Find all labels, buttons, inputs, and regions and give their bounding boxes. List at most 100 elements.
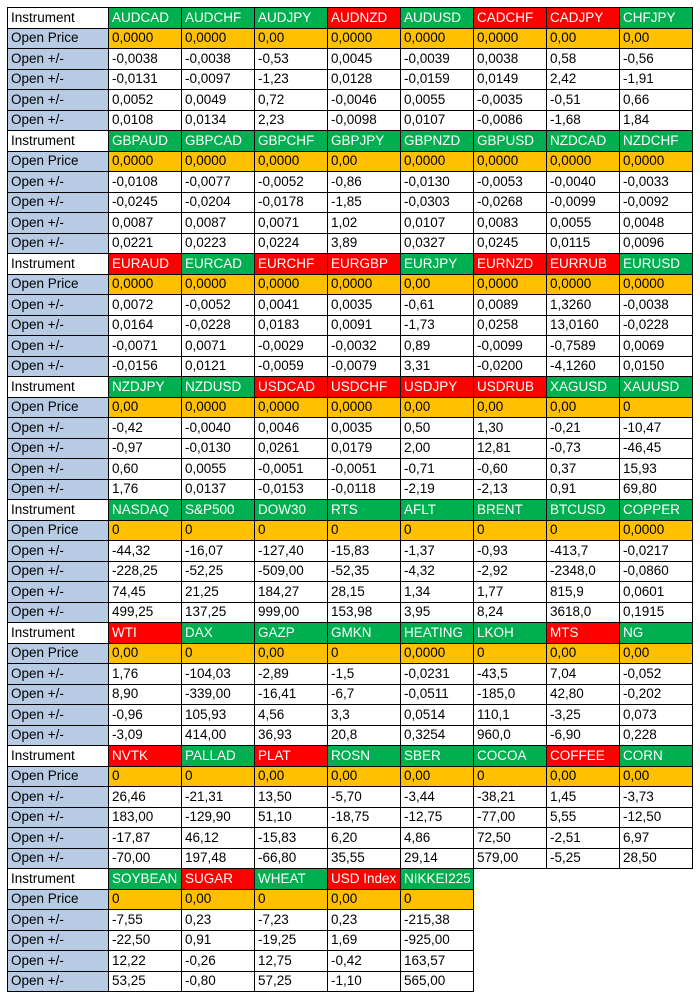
value-cell[interactable]: 565,00 xyxy=(400,970,474,992)
value-cell[interactable]: 0,60 xyxy=(108,458,182,480)
row-label-instrument[interactable]: Instrument xyxy=(7,130,109,152)
value-cell[interactable]: 0,0089 xyxy=(473,294,547,316)
open-price-cell[interactable]: 0,0000 xyxy=(400,27,474,49)
value-cell[interactable]: -0,0046 xyxy=(327,89,401,111)
instrument-cell[interactable]: EURRUB xyxy=(546,253,620,275)
row-label-open-delta[interactable]: Open +/- xyxy=(7,601,109,623)
value-cell[interactable]: 57,25 xyxy=(254,970,328,992)
open-price-cell[interactable]: 0 xyxy=(546,519,620,541)
open-price-cell[interactable]: 0,0000 xyxy=(181,150,255,172)
instrument-cell[interactable]: EURGBP xyxy=(327,253,401,275)
value-cell[interactable]: -0,0029 xyxy=(254,335,328,357)
open-price-cell[interactable]: 0,0000 xyxy=(473,273,547,295)
instrument-cell[interactable]: RTS xyxy=(327,499,401,521)
value-cell[interactable]: 26,46 xyxy=(108,786,182,808)
open-price-cell[interactable]: 0 xyxy=(181,765,255,787)
value-cell[interactable]: 6,97 xyxy=(619,827,693,849)
row-label-open-delta[interactable]: Open +/- xyxy=(7,806,109,828)
value-cell[interactable]: 1,30 xyxy=(473,417,547,439)
instrument-cell[interactable]: SOYBEAN xyxy=(108,868,182,890)
value-cell[interactable]: -0,0051 xyxy=(327,458,401,480)
instrument-cell[interactable]: HEATING xyxy=(400,622,474,644)
value-cell[interactable]: -17,87 xyxy=(108,827,182,849)
value-cell[interactable]: -0,0159 xyxy=(400,68,474,90)
value-cell[interactable]: 3,31 xyxy=(400,355,474,377)
row-label-instrument[interactable]: Instrument xyxy=(7,376,109,398)
value-cell[interactable]: -0,0052 xyxy=(181,294,255,316)
row-label-open-price[interactable]: Open Price xyxy=(7,765,109,787)
value-cell[interactable]: 21,25 xyxy=(181,581,255,603)
open-price-cell[interactable]: 0,00 xyxy=(619,642,693,664)
value-cell[interactable]: -46,45 xyxy=(619,437,693,459)
value-cell[interactable]: 28,50 xyxy=(619,847,693,869)
value-cell[interactable]: -0,0118 xyxy=(327,478,401,500)
value-cell[interactable]: -1,91 xyxy=(619,68,693,90)
open-price-cell[interactable]: 0,0000 xyxy=(181,396,255,418)
value-cell[interactable]: -0,0079 xyxy=(327,355,401,377)
value-cell[interactable]: -0,0099 xyxy=(546,191,620,213)
row-label-open-delta[interactable]: Open +/- xyxy=(7,581,109,603)
instrument-cell[interactable]: LKOH xyxy=(473,622,547,644)
row-label-open-price[interactable]: Open Price xyxy=(7,888,109,910)
value-cell[interactable]: 15,93 xyxy=(619,458,693,480)
instrument-cell[interactable]: WTI xyxy=(108,622,182,644)
value-cell[interactable]: -43,5 xyxy=(473,663,547,685)
open-price-cell[interactable]: 0,0000 xyxy=(400,642,474,664)
value-cell[interactable]: -0,0156 xyxy=(108,355,182,377)
row-label-instrument[interactable]: Instrument xyxy=(7,253,109,275)
value-cell[interactable]: 13,50 xyxy=(254,786,328,808)
instrument-cell[interactable]: SBER xyxy=(400,745,474,767)
value-cell[interactable]: -19,25 xyxy=(254,929,328,951)
value-cell[interactable]: -1,23 xyxy=(254,68,328,90)
instrument-cell[interactable]: EURJPY xyxy=(400,253,474,275)
value-cell[interactable]: 0,0083 xyxy=(473,212,547,234)
value-cell[interactable]: 0,72 xyxy=(254,89,328,111)
instrument-cell[interactable]: GBPJPY xyxy=(327,130,401,152)
value-cell[interactable]: 815,9 xyxy=(546,581,620,603)
instrument-cell[interactable]: GBPNZD xyxy=(400,130,474,152)
open-price-cell[interactable]: 0 xyxy=(108,519,182,541)
value-cell[interactable]: 0,50 xyxy=(400,417,474,439)
value-cell[interactable]: -215,38 xyxy=(400,909,474,931)
value-cell[interactable]: 0,91 xyxy=(181,929,255,951)
row-label-open-delta[interactable]: Open +/- xyxy=(7,724,109,746)
open-price-cell[interactable]: 0,0000 xyxy=(327,396,401,418)
row-label-open-delta[interactable]: Open +/- xyxy=(7,68,109,90)
value-cell[interactable]: -3,09 xyxy=(108,724,182,746)
value-cell[interactable]: -2,51 xyxy=(546,827,620,849)
open-price-cell[interactable]: 0 xyxy=(473,519,547,541)
value-cell[interactable]: 1,76 xyxy=(108,478,182,500)
value-cell[interactable]: 0,0261 xyxy=(254,437,328,459)
value-cell[interactable]: 51,10 xyxy=(254,806,328,828)
value-cell[interactable]: -0,0228 xyxy=(619,314,693,336)
value-cell[interactable]: 69,80 xyxy=(619,478,693,500)
value-cell[interactable]: -0,052 xyxy=(619,663,693,685)
open-price-cell[interactable]: 0 xyxy=(327,642,401,664)
value-cell[interactable]: 0,0055 xyxy=(400,89,474,111)
value-cell[interactable]: -1,85 xyxy=(327,191,401,213)
instrument-cell[interactable]: USDCAD xyxy=(254,376,328,398)
instrument-cell[interactable]: EURCAD xyxy=(181,253,255,275)
value-cell[interactable]: -0,71 xyxy=(400,458,474,480)
value-cell[interactable]: 0,0149 xyxy=(473,68,547,90)
value-cell[interactable]: 163,57 xyxy=(400,950,474,972)
value-cell[interactable]: -0,0097 xyxy=(181,68,255,90)
value-cell[interactable]: 2,23 xyxy=(254,109,328,131)
value-cell[interactable]: -0,0511 xyxy=(400,683,474,705)
instrument-cell[interactable]: USDRUB xyxy=(473,376,547,398)
value-cell[interactable]: -0,51 xyxy=(546,89,620,111)
instrument-cell[interactable]: NASDAQ xyxy=(108,499,182,521)
value-cell[interactable]: 137,25 xyxy=(181,601,255,623)
open-price-cell[interactable]: 0,00 xyxy=(181,888,255,910)
open-price-cell[interactable]: 0,0000 xyxy=(546,150,620,172)
row-label-open-delta[interactable]: Open +/- xyxy=(7,314,109,336)
row-label-open-delta[interactable]: Open +/- xyxy=(7,109,109,131)
instrument-cell[interactable]: WHEAT xyxy=(254,868,328,890)
row-label-open-delta[interactable]: Open +/- xyxy=(7,929,109,951)
open-price-cell[interactable]: 0 xyxy=(619,396,693,418)
value-cell[interactable]: -0,0153 xyxy=(254,478,328,500)
value-cell[interactable]: 0,0128 xyxy=(327,68,401,90)
value-cell[interactable]: 0,58 xyxy=(546,48,620,70)
open-price-cell[interactable]: 0,00 xyxy=(108,642,182,664)
value-cell[interactable]: -2348,0 xyxy=(546,560,620,582)
